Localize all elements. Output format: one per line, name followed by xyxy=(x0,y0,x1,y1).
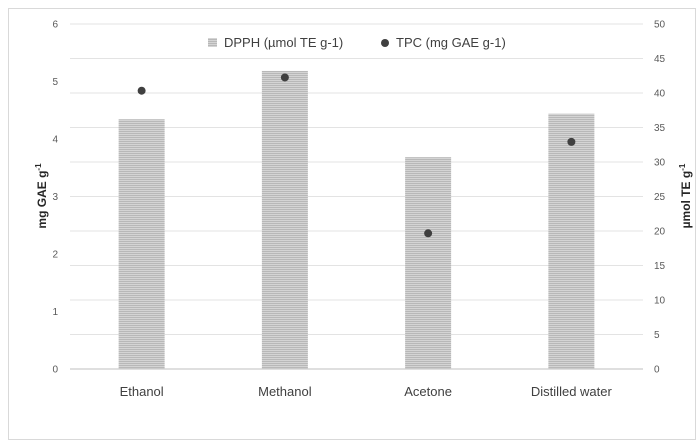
gridlines xyxy=(70,23,643,335)
right-tick-label: 40 xyxy=(654,89,666,100)
left-tick-label: 5 xyxy=(52,77,58,88)
bar-series xyxy=(118,70,595,370)
category-label: Methanol xyxy=(258,384,312,399)
category-labels: Ethanol Methanol Acetone Distilled water xyxy=(120,384,613,399)
scatter-series xyxy=(137,73,576,238)
point-tpc xyxy=(567,137,576,146)
point-tpc xyxy=(280,73,289,82)
right-tick-label: 30 xyxy=(654,158,666,169)
legend-label-dpph: DPPH (µmol TE g-1) xyxy=(224,35,343,50)
right-tick-label: 0 xyxy=(654,365,660,376)
right-axis-title: µmol TE g-1 xyxy=(678,163,693,228)
category-label: Ethanol xyxy=(120,384,164,399)
legend-label-tpc: TPC (mg GAE g-1) xyxy=(396,35,506,50)
left-tick-label: 6 xyxy=(52,20,58,31)
left-tick-label: 4 xyxy=(52,135,58,146)
bar-dpph xyxy=(548,113,595,369)
bar-dpph xyxy=(118,119,165,369)
category-label: Distilled water xyxy=(531,384,613,399)
legend: DPPH (µmol TE g-1) TPC (mg GAE g-1) xyxy=(208,35,506,50)
right-tick-label: 45 xyxy=(654,54,666,65)
bar-dpph xyxy=(405,157,452,369)
legend-swatch-dpph xyxy=(208,38,217,47)
point-tpc xyxy=(424,229,433,238)
bar-dpph xyxy=(261,70,308,370)
legend-marker-tpc xyxy=(381,39,389,47)
right-tick-label: 25 xyxy=(654,192,666,203)
left-tick-label: 1 xyxy=(52,307,58,318)
left-axis-ticks: 0 1 2 3 4 5 6 xyxy=(52,20,58,376)
right-tick-label: 35 xyxy=(654,123,666,134)
left-axis-title: mg GAE g-1 xyxy=(34,163,49,229)
right-tick-label: 50 xyxy=(654,20,666,31)
point-tpc xyxy=(137,86,146,95)
right-tick-label: 5 xyxy=(654,330,660,341)
category-label: Acetone xyxy=(404,384,452,399)
left-tick-label: 3 xyxy=(52,192,58,203)
right-tick-label: 10 xyxy=(654,296,666,307)
right-tick-label: 20 xyxy=(654,227,666,238)
right-axis-ticks: 0 5 10 15 20 25 30 35 40 45 50 xyxy=(654,20,666,376)
left-tick-label: 0 xyxy=(52,365,58,376)
left-tick-label: 2 xyxy=(52,250,58,261)
right-tick-label: 15 xyxy=(654,261,666,272)
